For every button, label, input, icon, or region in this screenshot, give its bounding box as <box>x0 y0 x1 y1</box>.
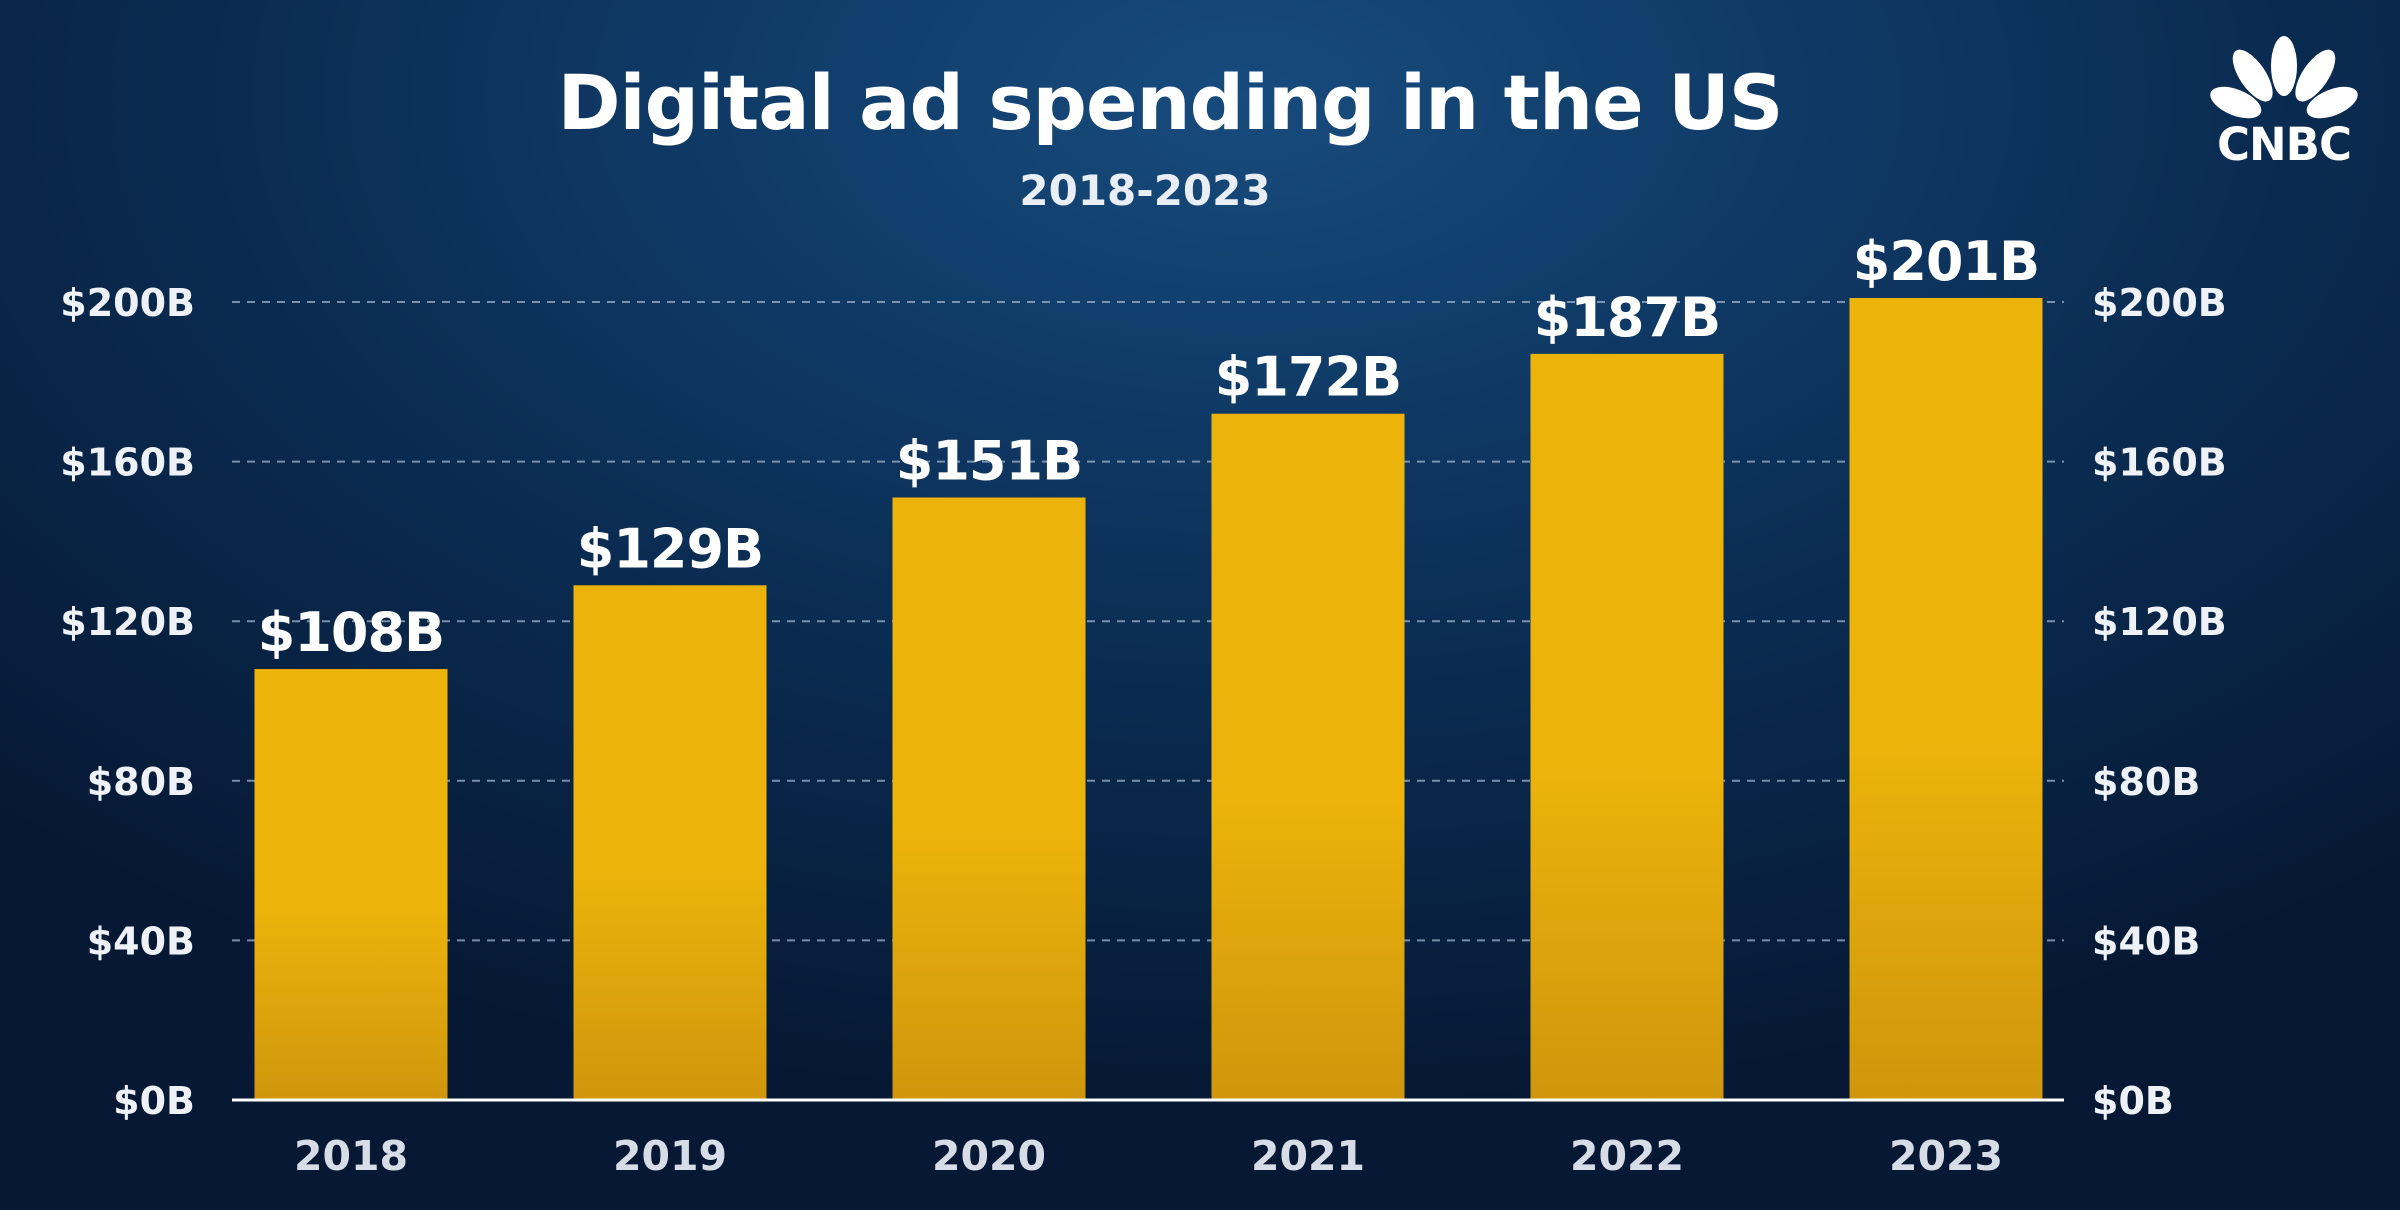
y-tick-label-right: $120B <box>2092 600 2227 644</box>
chart-title: Digital ad spending in the US <box>0 58 2340 147</box>
y-tick-label-left: $200B <box>60 281 195 325</box>
data-labels: $108B $129B $151B $172B $187B $201B <box>258 230 2039 664</box>
y-tick-label-right: $160B <box>2092 441 2227 485</box>
x-tick-label: 2018 <box>294 1132 408 1180</box>
data-label: $201B <box>1853 230 2039 293</box>
y-tick-label-left: $0B <box>113 1079 195 1123</box>
bar <box>574 585 767 1100</box>
x-tick-label: 2020 <box>932 1132 1046 1180</box>
bar <box>1212 414 1405 1100</box>
y-tick-label-left: $80B <box>87 760 195 804</box>
y-tick-label-right: $0B <box>2092 1079 2174 1123</box>
y-tick-label-right: $40B <box>2092 919 2200 963</box>
x-tick-label: 2019 <box>613 1132 727 1180</box>
y-tick-label-right: $80B <box>2092 760 2200 804</box>
chart-subtitle: 2018-2023 <box>0 166 2290 215</box>
x-tick-label: 2022 <box>1570 1132 1684 1180</box>
x-tick-label: 2023 <box>1889 1132 2003 1180</box>
y-tick-label-left: $160B <box>60 441 195 485</box>
y-tick-label-left: $120B <box>60 600 195 644</box>
data-label: $187B <box>1534 286 1720 349</box>
bar <box>893 498 1086 1100</box>
bar <box>255 669 448 1100</box>
bar <box>1850 298 2043 1100</box>
bars <box>255 298 2043 1100</box>
x-tick-label: 2021 <box>1251 1132 1365 1180</box>
y-tick-label-right: $200B <box>2092 281 2227 325</box>
data-label: $151B <box>896 430 1082 493</box>
y-tick-label-left: $40B <box>87 919 195 963</box>
gridlines <box>232 302 2064 940</box>
chart-figure: $0B $0B $40B $40B $80B $80B $120B $120B $160B $16… <box>0 0 2400 1210</box>
data-label: $172B <box>1215 346 1401 409</box>
data-label: $108B <box>258 601 444 664</box>
data-label: $129B <box>577 517 763 580</box>
logo-wordmark: CNBC <box>2196 118 2372 171</box>
bar <box>1531 354 1724 1100</box>
